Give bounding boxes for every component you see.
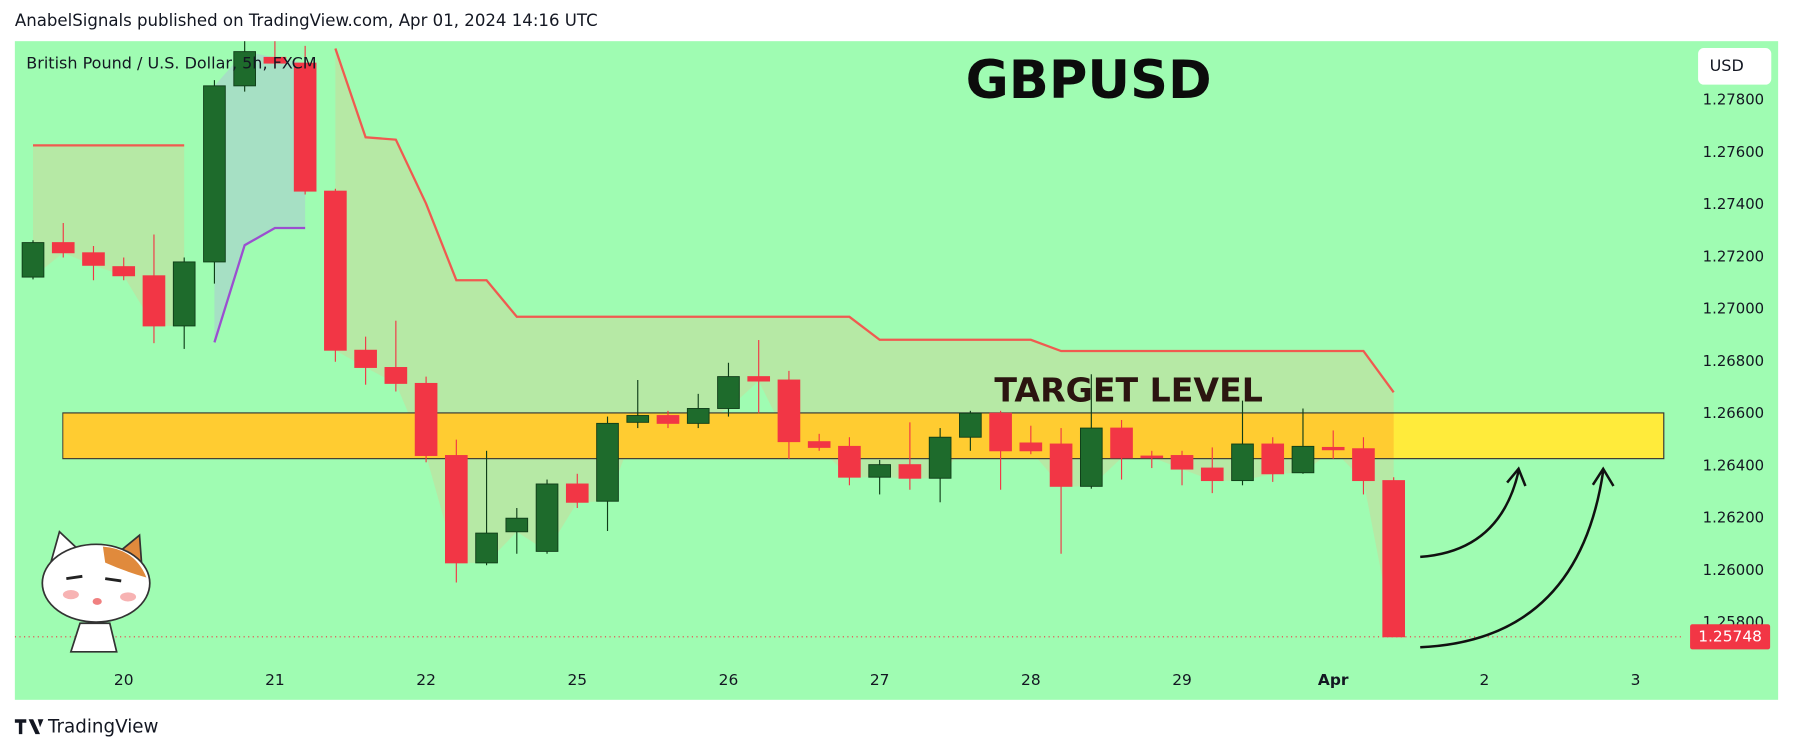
arrow (1420, 470, 1520, 559)
candle-body (414, 382, 438, 456)
y-tick-label: 1.26200 (1703, 509, 1764, 527)
candle-body (838, 445, 861, 478)
cloud (214, 51, 306, 343)
target-zone-overlap (62, 413, 1394, 459)
candle-body (1200, 467, 1224, 482)
candle-body (354, 349, 377, 368)
x-tick-label: 27 (870, 671, 890, 689)
candle-body (686, 408, 710, 424)
x-tick-label: 20 (114, 671, 134, 689)
candle-body (898, 464, 922, 479)
x-tick-label: 26 (719, 671, 739, 689)
arrow (1420, 470, 1605, 649)
footer-brand: TradingView (47, 716, 159, 737)
y-tick-label: 1.27000 (1703, 300, 1764, 318)
x-tick-label: 22 (416, 671, 436, 689)
last-price-box (1690, 624, 1771, 650)
candle-body (868, 464, 891, 478)
candle-body (82, 252, 105, 266)
candle-body (656, 415, 680, 424)
candle-body (1170, 455, 1194, 470)
target-zone (62, 412, 1665, 460)
candle-body (324, 190, 347, 351)
candle-body (565, 483, 589, 503)
candle-body (293, 62, 317, 192)
candle-body (928, 436, 952, 479)
x-tick-label: 29 (1172, 671, 1192, 689)
y-tick-label: 1.26600 (1703, 404, 1764, 422)
y-tick-label: 1.27200 (1703, 247, 1764, 265)
y-tick-label: 1.26400 (1703, 456, 1764, 474)
candle-body (1140, 455, 1164, 459)
candle-body (535, 483, 559, 552)
candle-body (777, 379, 801, 443)
candle-body (203, 85, 226, 263)
y-tick-label: 1.27800 (1703, 91, 1764, 109)
currency-label: USD (1710, 56, 1744, 75)
y-tick-label: 1.27600 (1703, 143, 1764, 161)
candle-body (959, 412, 982, 438)
plot-area (14, 41, 1681, 638)
currency-box (1698, 48, 1772, 85)
candle-body (596, 422, 619, 502)
candle-body (989, 412, 1012, 452)
candle-body (384, 367, 408, 384)
candle-body (263, 56, 287, 64)
candle-body (1231, 443, 1254, 482)
candle-body (112, 266, 136, 277)
candle-body (1352, 448, 1375, 482)
overlay-layer: 1.27800 1.27600 1.27400 1.27200 1.27000 1.268… (114, 91, 1771, 689)
candle-body (142, 275, 166, 327)
x-tick-label: 2 (1479, 671, 1489, 689)
x-tick-label: 25 (567, 671, 587, 689)
candle-body (445, 455, 468, 564)
x-tick-label: 21 (265, 671, 285, 689)
y-tick-label: 1.27400 (1703, 195, 1764, 213)
candle-body (475, 532, 498, 564)
x-tick-label: 3 (1631, 671, 1641, 689)
candle-body (747, 376, 771, 382)
chart-title: GBPUSD (966, 50, 1212, 111)
candle-body (1049, 443, 1073, 487)
candle-body (233, 51, 256, 87)
candle-body (1321, 446, 1345, 451)
target-arrows (1420, 466, 1615, 649)
y-tick-label: 1.26800 (1703, 352, 1764, 370)
x-tick-label: Apr (1318, 671, 1349, 689)
target-annotation: TARGET LEVEL (994, 371, 1262, 410)
x-tick-label: 28 (1021, 671, 1041, 689)
candle-body (1110, 427, 1133, 459)
indicator-line (213, 226, 306, 343)
candle-body (1382, 480, 1406, 638)
arrow-head (1506, 466, 1527, 487)
publish-header: AnabelSignals published on TradingView.c… (15, 11, 598, 30)
brand-logo (14, 719, 44, 735)
candle-body (1079, 427, 1103, 487)
last-price-label: 1.25748 (1698, 627, 1762, 645)
candle-body (1019, 442, 1043, 452)
candle-body (717, 376, 740, 409)
cat-sticker (41, 530, 151, 653)
candle-body (21, 242, 45, 278)
candle-body (1291, 445, 1315, 474)
arrow-head (1591, 466, 1615, 487)
candle-body (626, 415, 650, 423)
indicator-line (33, 48, 1395, 393)
candle-body (172, 261, 196, 327)
y-tick-label: 1.26000 (1703, 561, 1764, 579)
candle-body (1261, 443, 1285, 475)
candle-body (807, 441, 831, 448)
symbol-subtitle: British Pound / U.S. Dollar, 5h, FXCM (26, 54, 316, 73)
candle-body (51, 242, 75, 254)
candle-body (505, 517, 529, 533)
